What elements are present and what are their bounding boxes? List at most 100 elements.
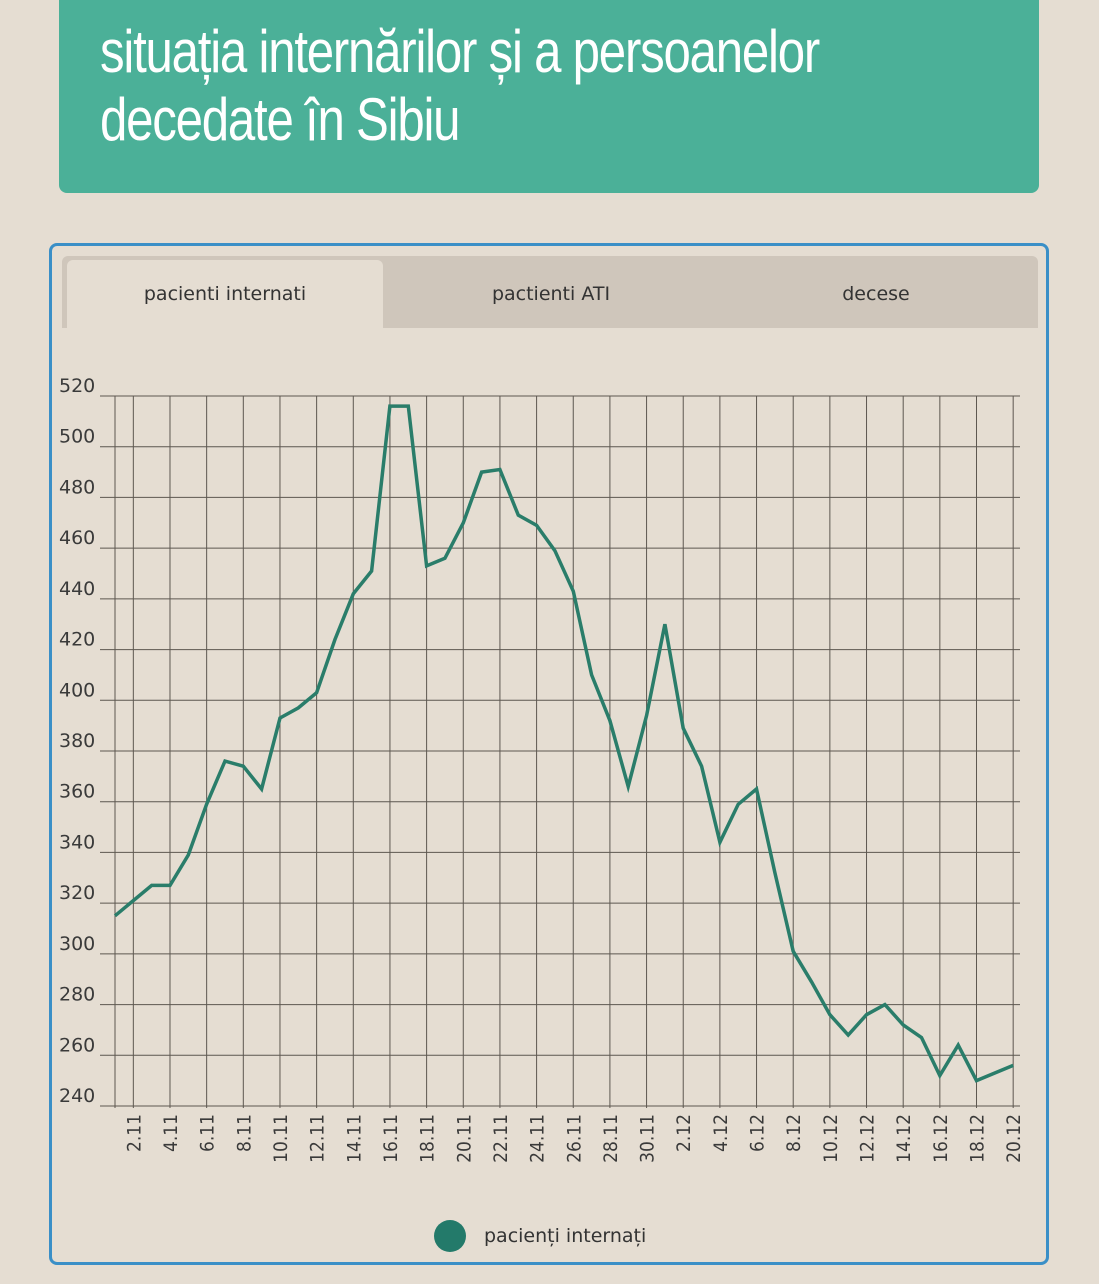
data-point xyxy=(114,914,117,917)
tab-decese[interactable]: decese xyxy=(842,283,910,305)
data-point xyxy=(865,1013,868,1016)
data-point xyxy=(645,714,648,717)
x-tick-label: 24.11 xyxy=(527,1114,549,1163)
y-tick-label: 280 xyxy=(59,984,95,1006)
page-title-line-1: situația internărilor și a persoanelor xyxy=(100,18,820,85)
data-point xyxy=(773,871,776,874)
x-tick-label: 22.11 xyxy=(490,1114,512,1163)
data-point xyxy=(663,623,666,626)
y-tick-label: 320 xyxy=(59,882,95,904)
data-point xyxy=(810,980,813,983)
x-tick-label: 14.11 xyxy=(343,1114,365,1163)
x-tick-label: 26.11 xyxy=(563,1114,585,1163)
y-tick-label: 460 xyxy=(59,527,95,549)
y-tick-label: 260 xyxy=(59,1034,95,1056)
header-banner: situația internărilor și a persoanelor d… xyxy=(59,0,1039,193)
y-tick-label: 240 xyxy=(59,1085,95,1107)
data-point xyxy=(700,765,703,768)
data-point xyxy=(278,717,281,720)
data-point xyxy=(187,853,190,856)
data-point xyxy=(828,1013,831,1016)
data-point xyxy=(792,950,795,953)
x-tick-label: 6.11 xyxy=(197,1114,219,1152)
x-tick-label: 10.12 xyxy=(820,1114,842,1163)
x-tick-label: 6.12 xyxy=(747,1114,769,1152)
y-tick-label: 340 xyxy=(59,831,95,853)
data-point xyxy=(407,405,410,408)
data-point xyxy=(553,549,556,552)
x-tick-label: 18.11 xyxy=(417,1114,439,1163)
x-tick-label: 2.11 xyxy=(123,1114,145,1152)
data-point xyxy=(425,564,428,567)
legend: pacienți internați xyxy=(434,1219,646,1253)
data-point xyxy=(388,405,391,408)
data-point xyxy=(535,524,538,527)
x-tick-label: 30.11 xyxy=(637,1114,659,1163)
data-point xyxy=(370,569,373,572)
x-tick-label: 28.11 xyxy=(600,1114,622,1163)
x-tick-label: 20.12 xyxy=(1003,1114,1025,1163)
data-point xyxy=(150,884,153,887)
data-point xyxy=(682,727,685,730)
data-point xyxy=(993,1072,996,1075)
data-point xyxy=(480,471,483,474)
data-point xyxy=(132,899,135,902)
tab-pacienti-ati[interactable]: pactienti ATI xyxy=(491,283,611,305)
data-point xyxy=(572,590,575,593)
data-point xyxy=(975,1079,978,1082)
data-point xyxy=(1012,1064,1015,1067)
x-tick-label: 8.11 xyxy=(233,1114,255,1152)
y-tick-label: 500 xyxy=(59,426,95,448)
page-title-line-2: decedate în Sibiu xyxy=(100,86,461,153)
y-tick-label: 480 xyxy=(59,476,95,498)
data-point xyxy=(297,706,300,709)
data-point xyxy=(462,521,465,524)
data-point xyxy=(883,1003,886,1006)
y-tick-label: 380 xyxy=(59,730,95,752)
x-tick-label: 8.12 xyxy=(783,1114,805,1152)
data-point xyxy=(443,557,446,560)
data-point xyxy=(902,1023,905,1026)
data-point xyxy=(223,760,226,763)
chart-panel: pacienti internati pactienti ATI decese … xyxy=(49,243,1049,1265)
page-title: situația internărilor și a persoanelor d… xyxy=(100,18,863,154)
x-tick-label: 2.12 xyxy=(673,1114,695,1152)
data-point xyxy=(608,719,611,722)
data-point xyxy=(498,468,501,471)
x-tick-label: 16.11 xyxy=(380,1114,402,1163)
y-tick-label: 420 xyxy=(59,629,95,651)
legend-label: pacienți internați xyxy=(484,1225,647,1247)
tab-bar: pacienti internati pactienti ATI decese xyxy=(62,256,1038,328)
data-point xyxy=(242,765,245,768)
x-tick-label: 20.11 xyxy=(453,1114,475,1163)
data-point xyxy=(920,1036,923,1039)
data-point xyxy=(847,1034,850,1037)
y-tick-label: 400 xyxy=(59,679,95,701)
data-point xyxy=(517,514,520,517)
x-tick-label: 16.12 xyxy=(930,1114,952,1163)
data-point xyxy=(260,788,263,791)
data-point xyxy=(718,841,721,844)
data-point xyxy=(205,803,208,806)
data-point xyxy=(957,1044,960,1047)
data-point xyxy=(333,638,336,641)
x-tick-label: 18.12 xyxy=(967,1114,989,1163)
data-point xyxy=(737,803,740,806)
data-point xyxy=(352,592,355,595)
data-point xyxy=(590,673,593,676)
line-chart: 240 260 280 300 320 340 360 380 400 420 440 460 480 5… xyxy=(59,375,1025,1163)
tab-pacienti-internati[interactable]: pacienti internati xyxy=(67,260,383,328)
data-point xyxy=(627,785,630,788)
x-tick-label: 14.12 xyxy=(893,1114,915,1163)
x-tick-label: 10.11 xyxy=(270,1114,292,1163)
data-point xyxy=(168,884,171,887)
x-tick-label: 4.12 xyxy=(710,1114,732,1152)
y-tick-label: 440 xyxy=(59,578,95,600)
legend-marker-icon xyxy=(434,1220,466,1252)
data-point xyxy=(315,691,318,694)
y-tick-label: 520 xyxy=(59,375,95,397)
x-tick-label: 12.12 xyxy=(857,1114,879,1163)
series-line-pacienti-internati xyxy=(113,404,1014,1083)
data-point xyxy=(755,788,758,791)
y-tick-label: 300 xyxy=(59,933,95,955)
